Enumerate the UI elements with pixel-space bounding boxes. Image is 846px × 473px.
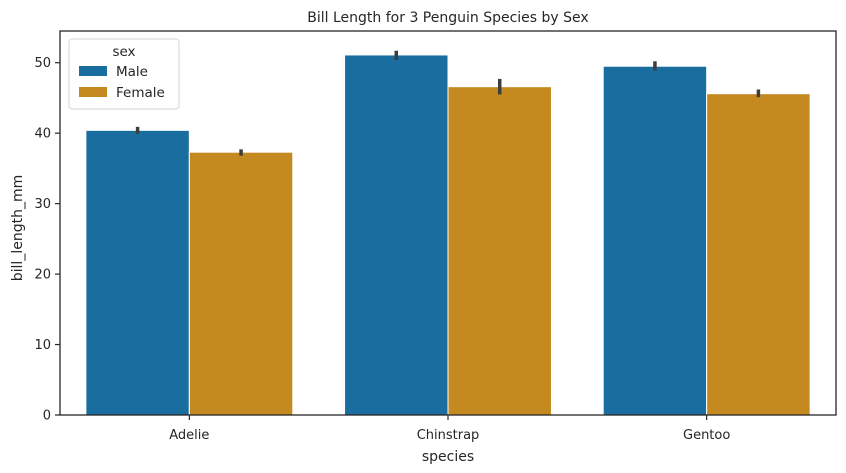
legend-label-female: Female [116, 85, 165, 101]
bar-female-adelie [188, 151, 294, 416]
chart-title: Bill Length for 3 Penguin Species by Sex [307, 10, 588, 26]
legend-label-male: Male [116, 64, 148, 80]
bar-male-chinstrap [344, 54, 449, 416]
y-tick-label-10: 10 [34, 338, 51, 353]
x-tick-label-adelie: Adelie [169, 428, 209, 443]
bar-female-gentoo [706, 93, 811, 416]
y-tick-label-30: 30 [34, 197, 51, 212]
legend-title: sex [112, 44, 135, 60]
legend-swatch-female [79, 87, 107, 97]
bar-male-adelie [85, 129, 190, 416]
y-tick-label-50: 50 [34, 56, 51, 71]
legend-swatch-male [79, 66, 107, 76]
bar-female-chinstrap [447, 86, 552, 416]
x-tick-label-chinstrap: Chinstrap [417, 428, 480, 443]
x-tick-label-gentoo: Gentoo [683, 428, 730, 443]
y-tick-label-0: 0 [43, 409, 51, 424]
plot-area: Adelie Chinstrap Gentoo 0 10 20 30 40 50 sex Male F… [34, 30, 837, 443]
y-tick-label-20: 20 [34, 268, 51, 283]
bar-male-gentoo [602, 65, 708, 416]
y-axis-label: bill_length_mm [10, 175, 26, 281]
plot-frame [59, 30, 837, 416]
y-tick-label-40: 40 [34, 127, 51, 142]
x-axis-label: species [422, 449, 474, 465]
